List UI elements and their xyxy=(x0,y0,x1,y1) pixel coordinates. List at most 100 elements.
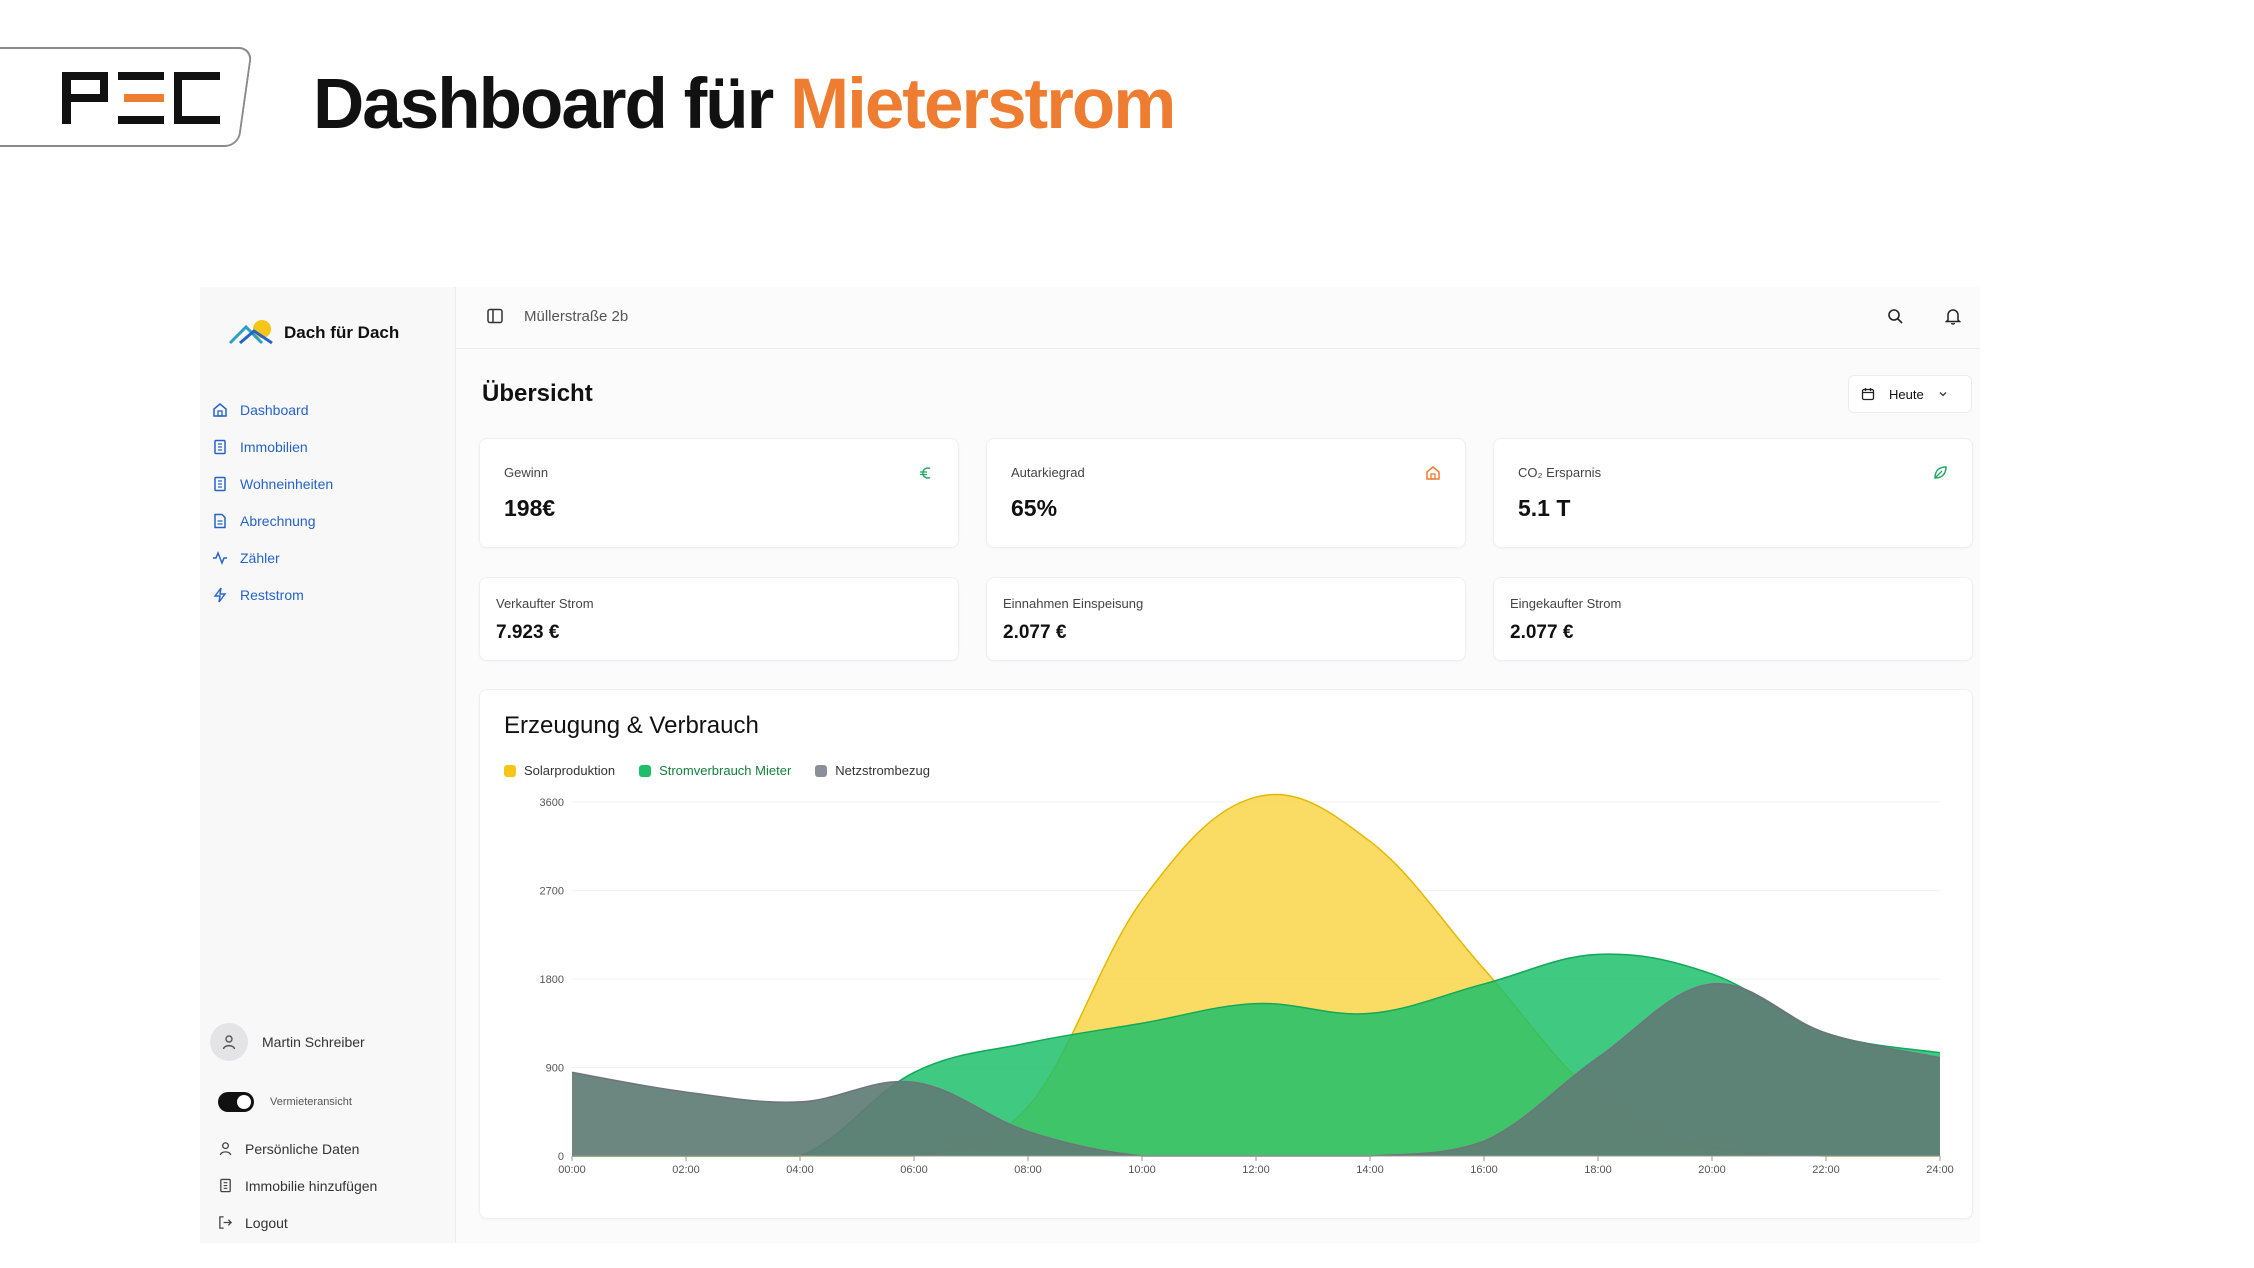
kpi-card-self-sufficiency: Autarkiegrad 65% xyxy=(986,438,1466,548)
landlord-view-toggle[interactable] xyxy=(218,1092,254,1112)
legend-item[interactable]: Netzstrombezug xyxy=(815,763,930,778)
kpi-card-profit: Gewinn 198€ xyxy=(479,438,959,548)
avatar xyxy=(210,1023,248,1061)
kpi-card-co2: CO₂ Ersparnis 5.1 T xyxy=(1493,438,1973,548)
kpi-value: 2.077 € xyxy=(1003,622,1067,643)
kpi-label: Einnahmen Einspeisung xyxy=(1003,596,1144,611)
building-icon xyxy=(214,476,226,491)
sidebar-toggle-icon[interactable] xyxy=(486,307,504,325)
home-icon xyxy=(1426,466,1440,480)
legend-label: Stromverbrauch Mieter xyxy=(659,763,792,778)
sidebar-item-label: Dashboard xyxy=(240,401,309,418)
x-tick-label: 20:00 xyxy=(1698,1164,1726,1176)
link-label: Logout xyxy=(245,1214,288,1231)
personal-data-link[interactable]: Persönliche Daten xyxy=(218,1130,377,1167)
bell-icon[interactable] xyxy=(1944,307,1962,325)
logout-icon xyxy=(219,1216,233,1229)
sidebar-item-reststrom[interactable]: Reststrom xyxy=(212,576,333,613)
topbar: Müllerstraße 2b xyxy=(456,287,1980,349)
sidebar-item-label: Immobilien xyxy=(240,438,308,455)
kpi-label: CO₂ Ersparnis xyxy=(1518,465,1602,480)
add-property-link[interactable]: Immobilie hinzufügen xyxy=(218,1167,377,1204)
home-icon xyxy=(213,402,227,417)
kpi-value: 2.077 € xyxy=(1510,622,1574,643)
generation-consumption-chart-card: 0 900 1800 2700 3600 00:00 02:00 04:00 06:00 08:0… xyxy=(479,689,1973,1219)
user-icon xyxy=(219,1142,232,1156)
brand[interactable]: Dach für Dach xyxy=(228,319,399,347)
link-label: Immobilie hinzufügen xyxy=(245,1177,378,1194)
kpi-label: Eingekaufter Strom xyxy=(1510,596,1622,611)
kpi-label: Gewinn xyxy=(504,465,549,480)
y-tick-label: 0 xyxy=(558,1151,564,1163)
x-tick-label: 10:00 xyxy=(1128,1164,1156,1176)
sidebar-item-label: Wohneinheiten xyxy=(240,475,334,492)
x-tick-label: 06:00 xyxy=(900,1164,928,1176)
euro-icon xyxy=(920,467,931,479)
leaf-icon xyxy=(1934,466,1947,479)
kpi-value: 5.1 T xyxy=(1518,495,1571,521)
breadcrumb: Müllerstraße 2b xyxy=(524,308,629,325)
series-area xyxy=(572,983,1940,1156)
date-filter-select[interactable]: Heute xyxy=(1848,375,1972,413)
search-icon[interactable] xyxy=(1886,307,1904,325)
kpi-value: 198€ xyxy=(504,495,556,521)
x-tick-label: 16:00 xyxy=(1470,1164,1498,1176)
x-tick-label: 00:00 xyxy=(558,1164,586,1176)
x-tick-label: 12:00 xyxy=(1242,1164,1270,1176)
legend-label: Netzstrombezug xyxy=(835,763,930,778)
chart-legend: Solarproduktion Stromverbrauch Mieter Netz… xyxy=(504,763,930,778)
y-tick-label: 1800 xyxy=(540,974,564,986)
sidebar-item-dashboard[interactable]: Dashboard xyxy=(212,391,333,428)
series-area xyxy=(572,794,1940,1156)
x-tick-label: 02:00 xyxy=(672,1164,700,1176)
kpi-label: Autarkiegrad xyxy=(1011,465,1085,480)
document-icon xyxy=(214,513,226,528)
legend-item[interactable]: Stromverbrauch Mieter xyxy=(639,763,791,778)
legend-item[interactable]: Solarproduktion xyxy=(504,763,615,778)
building-icon xyxy=(220,1178,231,1193)
bolt-icon xyxy=(213,587,227,602)
legend-swatch xyxy=(815,764,828,777)
landlord-view-toggle-row: Vermieteransicht xyxy=(218,1092,352,1112)
sidebar-item-abrechnung[interactable]: Abrechnung xyxy=(212,502,333,539)
sidebar-item-immobilien[interactable]: Immobilien xyxy=(212,428,333,465)
x-tick-label: 14:00 xyxy=(1356,1164,1384,1176)
building-icon xyxy=(214,439,226,454)
x-tick-label: 04:00 xyxy=(786,1164,814,1176)
sidebar: Dach für Dach Dashboard Immobilien Wohne… xyxy=(200,287,456,1243)
y-tick-label: 2700 xyxy=(540,886,564,898)
banner-title-main: Dashboard für xyxy=(313,65,774,144)
toggle-label: Vermieteransicht xyxy=(270,1096,352,1108)
x-tick-label: 18:00 xyxy=(1584,1164,1612,1176)
page-title: Übersicht xyxy=(482,380,593,407)
legend-swatch xyxy=(504,764,516,777)
y-tick-label: 900 xyxy=(546,1063,564,1075)
calendar-icon xyxy=(1861,388,1875,401)
user-profile[interactable]: Martin Schreiber xyxy=(210,1023,365,1061)
user-name: Martin Schreiber xyxy=(262,1034,365,1050)
chart-title: Erzeugung & Verbrauch xyxy=(504,712,759,739)
legend-label: Solarproduktion xyxy=(524,763,616,778)
kpi-card-sold-power: Verkaufter Strom 7.923 € xyxy=(479,577,959,661)
y-tick-label: 3600 xyxy=(540,797,564,809)
kpi-label: Verkaufter Strom xyxy=(496,596,594,611)
sidebar-footer-links: Persönliche Daten Immobilie hinzufügen L… xyxy=(218,1130,377,1241)
logout-link[interactable]: Logout xyxy=(218,1204,377,1241)
banner-title-accent: Mieterstrom xyxy=(789,65,1176,144)
pec-logo xyxy=(62,72,220,124)
area-chart: 0 900 1800 2700 3600 00:00 02:00 04:00 06:00 08:0… xyxy=(540,793,1954,1176)
x-tick-label: 08:00 xyxy=(1014,1164,1042,1176)
x-tick-label: 24:00 xyxy=(1926,1164,1954,1176)
sidebar-item-label: Zähler xyxy=(240,549,280,566)
kpi-value: 65% xyxy=(1011,495,1058,521)
sidebar-item-label: Abrechnung xyxy=(240,512,316,529)
brand-name: Dach für Dach xyxy=(284,323,400,342)
sidebar-item-zaehler[interactable]: Zähler xyxy=(212,539,333,576)
activity-icon xyxy=(213,550,227,565)
sidebar-item-wohneinheiten[interactable]: Wohneinheiten xyxy=(212,465,333,502)
sun-roof-logo-icon xyxy=(228,320,273,345)
link-label: Persönliche Daten xyxy=(245,1140,360,1157)
chevron-down-icon xyxy=(1939,392,1947,397)
app-window: Dach für Dach Dashboard Immobilien Wohne… xyxy=(200,287,1980,1243)
legend-swatch xyxy=(639,764,652,777)
